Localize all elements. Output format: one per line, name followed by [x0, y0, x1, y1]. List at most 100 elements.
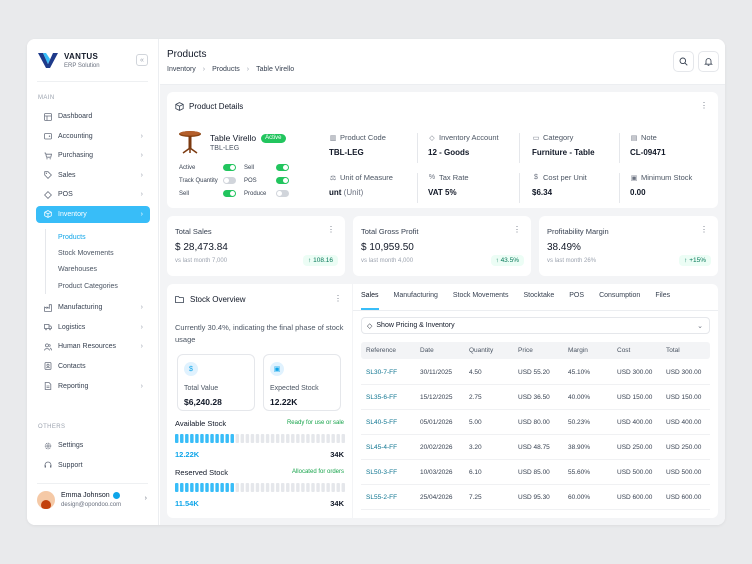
table-row[interactable]: SL55-2-FF 25/04/2026 7.25 USD 95.30 60.00% US…	[361, 485, 710, 510]
subnav-item-products[interactable]: Products	[58, 233, 86, 241]
toggle-active-switch[interactable]	[223, 164, 236, 171]
nav-main: Dashboard Accounting › Purchasing › Sale…	[36, 108, 150, 397]
reserved-stock-note: Allocated for orders	[291, 469, 344, 475]
table-cell: USD 80.00	[518, 419, 550, 426]
field-value: 12 - Goods	[428, 148, 470, 157]
toggle-sell-switch[interactable]	[276, 164, 289, 171]
avatar	[37, 491, 55, 509]
sidebar-item-purchasing[interactable]: Purchasing ›	[36, 147, 150, 164]
sidebar-item-label: Human Resources	[58, 343, 116, 351]
sidebar-item-human-resources[interactable]: Human Resources ›	[36, 338, 150, 355]
cart-icon	[43, 151, 52, 160]
bar-segment	[331, 434, 335, 443]
toggle-track-quantity-switch[interactable]	[223, 177, 236, 184]
tab-consumption[interactable]: Consumption	[599, 292, 641, 299]
bar-segment	[316, 483, 320, 492]
tab-files[interactable]: Files	[655, 292, 671, 299]
chevron-right-icon: ›	[140, 382, 143, 390]
table-row[interactable]: SL40-5-FF 05/01/2026 5.00 USD 80.00 50.23% US…	[361, 410, 710, 435]
bar-segment	[225, 434, 229, 443]
sidebar-item-logistics[interactable]: Logistics ›	[36, 319, 150, 336]
column-header[interactable]: Date	[420, 347, 434, 354]
sidebar-item-manufacturing[interactable]: Manufacturing ›	[36, 299, 150, 316]
chevron-right-icon: ›	[140, 132, 143, 140]
more-options-icon[interactable]: ⋮	[700, 225, 708, 234]
reference-link[interactable]: SL55-2-FF	[366, 494, 398, 501]
collapse-sidebar-button[interactable]: «	[136, 54, 148, 66]
toggle-sell-2-switch[interactable]	[223, 190, 236, 197]
more-options-icon[interactable]: ⋮	[334, 294, 342, 303]
notification-button[interactable]	[698, 51, 719, 72]
change-badge: ↑ 108.16	[303, 255, 338, 266]
gear-icon	[43, 441, 52, 450]
column-header[interactable]: Cost	[617, 347, 631, 354]
field-label: Cost per Unit	[543, 173, 587, 182]
reference-link[interactable]: SL30-7-FF	[366, 369, 398, 376]
tab-stocktake[interactable]: Stocktake	[523, 292, 555, 299]
chevron-right-icon[interactable]: ›	[144, 495, 147, 502]
more-options-icon[interactable]: ⋮	[513, 225, 521, 234]
metric-label: Total Gross Profit	[361, 227, 419, 236]
search-button[interactable]	[673, 51, 694, 72]
more-options-icon[interactable]: ⋮	[700, 101, 708, 110]
field-value: $6.34	[532, 188, 553, 197]
sidebar-item-settings[interactable]: Settings	[36, 437, 150, 454]
breadcrumb-products[interactable]: Products	[212, 66, 240, 73]
mini-label: Total Value	[184, 385, 219, 392]
tab-sales[interactable]: Sales	[361, 292, 379, 310]
table-cell: 7.25	[469, 494, 482, 501]
bar-segment	[240, 434, 245, 443]
tab-pos[interactable]: POS	[569, 292, 585, 299]
column-header[interactable]: Total	[666, 347, 680, 354]
bar-segment	[275, 434, 280, 443]
more-options-icon[interactable]: ⋮	[327, 225, 335, 234]
reference-link[interactable]: SL40-5-FF	[366, 419, 398, 426]
people-icon	[43, 342, 52, 351]
sidebar-item-pos[interactable]: POS ›	[36, 186, 150, 203]
reference-link[interactable]: SL35-6-FF	[366, 394, 398, 401]
user-profile[interactable]: Emma Johnson design@opondoo.com ›	[37, 491, 149, 509]
metric-card-profit-margin: Profitability Margin ⋮ 38.49% vs last mo…	[539, 216, 718, 276]
toggle-label-sell-2: Sell	[179, 191, 190, 197]
reference-link[interactable]: SL45-4-FF	[366, 444, 398, 451]
sidebar-item-inventory[interactable]: Inventory ›	[36, 205, 150, 223]
nav-others: Settings Support	[36, 437, 150, 476]
sidebar-item-reporting[interactable]: Reporting ›	[36, 378, 150, 395]
arrow-up-icon: ↑	[495, 257, 501, 264]
toggle-label-pos: POS	[244, 178, 257, 184]
product-details-card: Product Details ⋮ Table Virello Active T…	[167, 92, 718, 208]
column-header[interactable]: Margin	[568, 347, 588, 354]
scale-icon: ⚖	[329, 174, 337, 182]
column-header[interactable]: Reference	[366, 347, 396, 354]
table-row[interactable]: SL35-6-FF 15/12/2025 2.75 USD 36.50 40.00% US…	[361, 385, 710, 410]
toggle-pos-switch[interactable]	[276, 177, 289, 184]
sidebar-item-dashboard[interactable]: Dashboard	[36, 108, 150, 125]
table-row[interactable]: SL45-4-FF 20/02/2026 3.20 USD 48.75 38.90% US…	[361, 435, 710, 460]
breadcrumb-inventory[interactable]: Inventory	[167, 66, 196, 73]
show-pricing-toggle[interactable]: ◇ Show Pricing & Inventory ⌄	[361, 317, 710, 334]
sidebar-item-label: Accounting	[58, 132, 93, 140]
sidebar-item-support[interactable]: Support	[36, 457, 150, 474]
chevron-down-icon: ⌄	[697, 322, 703, 330]
field-value: TBL-LEG	[329, 148, 364, 157]
field-note: ▤ Note CL-09471	[630, 133, 666, 157]
column-header[interactable]: Quantity	[469, 347, 494, 354]
subnav-item-product-categories[interactable]: Product Categories	[58, 282, 118, 290]
table-cell: 05/01/2026	[420, 419, 453, 426]
reference-link[interactable]: SL50-3-FF	[366, 469, 398, 476]
brand[interactable]: VANTUS ERP Solution	[37, 51, 100, 69]
tab-manufacturing[interactable]: Manufacturing	[393, 292, 438, 299]
bar-segment	[270, 434, 275, 443]
sidebar-item-accounting[interactable]: Accounting ›	[36, 128, 150, 145]
sidebar-item-sales[interactable]: Sales ›	[36, 167, 150, 184]
table-row[interactable]: SL50-3-FF 10/03/2026 6.10 USD 85.00 55.60% US…	[361, 460, 710, 485]
tag-icon	[43, 171, 52, 180]
bar-segment	[306, 483, 310, 492]
column-header[interactable]: Price	[518, 347, 533, 354]
table-row[interactable]: SL30-7-FF 30/11/2025 4.50 USD 55.20 45.10% US…	[361, 360, 710, 385]
sidebar-item-contacts[interactable]: Contacts	[36, 358, 150, 375]
subnav-item-stock-movements[interactable]: Stock Movements	[58, 249, 114, 257]
subnav-item-warehouses[interactable]: Warehouses	[58, 266, 98, 274]
tab-stock-movements[interactable]: Stock Movements	[452, 292, 509, 299]
toggle-produce-switch[interactable]	[276, 190, 289, 197]
